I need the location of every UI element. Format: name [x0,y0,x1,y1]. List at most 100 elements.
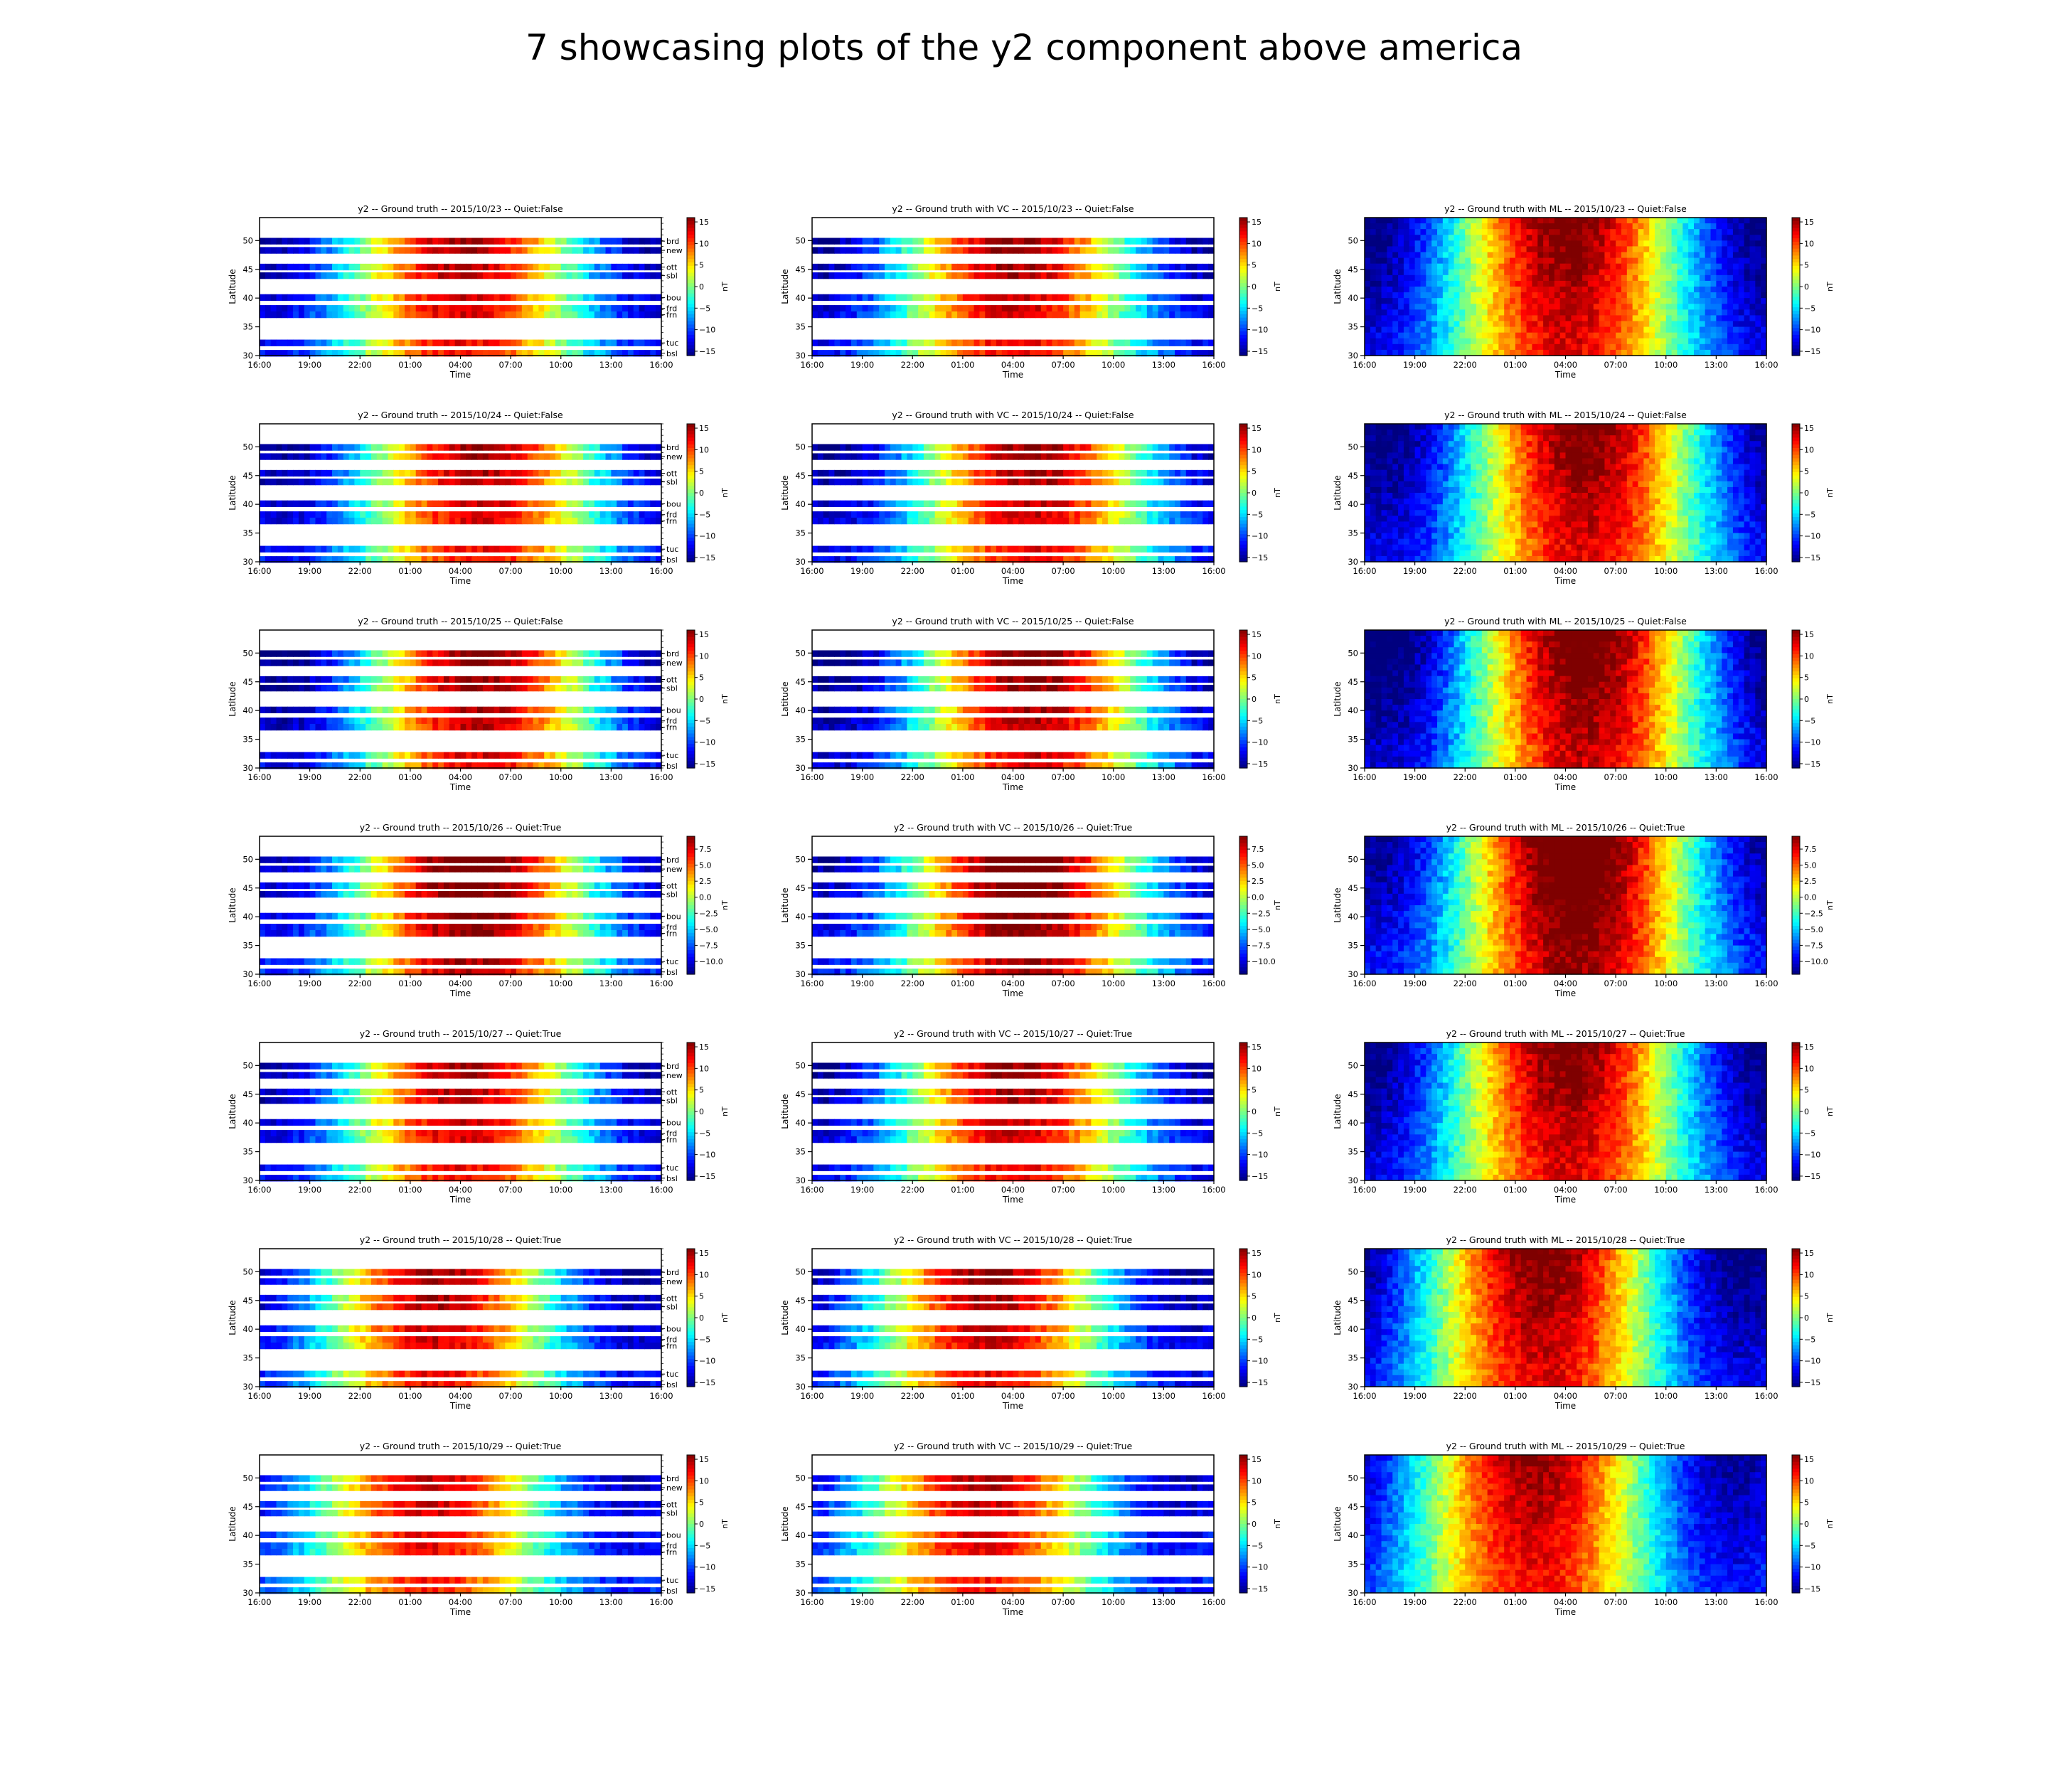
heatmap-cell [1633,424,1638,430]
heatmap-cell [1527,338,1532,345]
heatmap-cell [1638,292,1644,299]
heatmap-cell [1097,340,1102,346]
heatmap-cell [287,511,293,518]
heatmap-cell [1604,338,1610,345]
heatmap-cell [890,501,896,507]
heatmap-cell [366,479,371,485]
colorbar-tick-label: −15 [699,553,715,562]
heatmap-cell [577,444,583,450]
heatmap-cell [1621,309,1627,316]
heatmap-cell [1041,444,1047,450]
heatmap-cell [946,518,951,524]
heatmap-cell [1387,344,1392,351]
heatmap-cell [388,294,393,301]
colorbar-segment [1239,249,1247,252]
heatmap-cell [1398,430,1404,436]
heatmap-cell [1543,327,1549,334]
heatmap-cell [957,511,963,518]
heatmap-cell [1431,264,1437,270]
heatmap-cell [890,340,896,346]
heatmap-cell [1471,424,1476,430]
heatmap-cell [1677,333,1682,339]
heatmap-cell [505,546,511,553]
heatmap-cell [1197,470,1202,476]
heatmap-cell [1376,281,1382,287]
heatmap-cell [823,294,829,301]
heatmap-cell [1599,240,1605,247]
heatmap-cell [1018,247,1024,253]
heatmap-cell [1672,223,1678,230]
heatmap-cell [1733,430,1739,436]
heatmap-cell [1443,292,1449,299]
heatmap-cell [1008,511,1013,518]
heatmap-cell [349,305,355,311]
heatmap-cell [812,247,818,253]
heatmap-cell [951,247,957,253]
heatmap-cell [304,518,310,524]
heatmap-cell [1482,281,1488,287]
heatmap-cell [1515,240,1521,247]
heatmap-cell [1649,264,1655,270]
heatmap-cell [600,518,606,524]
heatmap-cell [1153,294,1158,301]
heatmap-cell [422,511,427,518]
heatmap-cell [455,238,461,244]
heatmap-cell [1604,304,1610,310]
heatmap-cell [455,444,461,450]
heatmap-cell [818,479,823,485]
heatmap-cell [873,470,879,476]
heatmap-cell [338,247,343,253]
heatmap-cell [1365,235,1370,241]
heatmap-cell [1052,247,1057,253]
heatmap-cell [1180,311,1186,318]
heatmap-cell [1158,479,1164,485]
colorbar-tick-label: 15 [699,424,709,433]
heatmap-cell [935,294,941,301]
heatmap-cell [840,470,846,476]
colorbar-tick-label: 10 [699,445,709,454]
heatmap-cell [1694,298,1700,304]
heatmap-cell [1002,247,1008,253]
heatmap-cell [818,247,823,253]
heatmap-cell [1660,258,1666,265]
colorbar-segment [1239,345,1247,348]
heatmap-cell [422,546,427,553]
heatmap-cell [617,264,622,270]
heatmap-cell [1465,315,1471,321]
heatmap-cell [1610,275,1616,282]
heatmap-cell [868,247,873,253]
heatmap-cell [846,518,851,524]
heatmap-cell [304,305,310,311]
heatmap-cell [1449,338,1454,345]
heatmap-cell [1560,344,1566,351]
heatmap-cell [929,479,935,485]
heatmap-cell [628,501,634,507]
heatmap-cell [851,479,857,485]
colorbar-tick-label: 0 [699,282,704,292]
heatmap-cell [1052,453,1057,459]
heatmap-cell [1130,264,1136,270]
heatmap-cell [1599,333,1605,339]
heatmap-cell [1566,315,1572,321]
heatmap-cell [1471,333,1476,339]
colorbar-segment [1792,287,1800,290]
heatmap-cell [533,294,539,301]
heatmap-cell [489,501,494,507]
heatmap-cell [1086,294,1092,301]
heatmap-cell [567,444,572,450]
heatmap-cell [594,247,600,253]
colorbar-tick-label: −10 [1804,326,1820,335]
heatmap-cell [1594,338,1599,345]
heatmap-cell [427,311,432,318]
heatmap-cell [1459,229,1465,235]
heatmap-cell [907,305,912,311]
heatmap-cell [1633,344,1638,351]
heatmap-cell [1370,275,1376,282]
heatmap-cell [471,501,477,507]
heatmap-cell [1643,240,1649,247]
heatmap-cell [873,294,879,301]
heatmap-cell [974,272,980,279]
heatmap-cell [1147,546,1153,553]
heatmap-cell [1488,275,1493,282]
heatmap-cell [1716,270,1722,276]
